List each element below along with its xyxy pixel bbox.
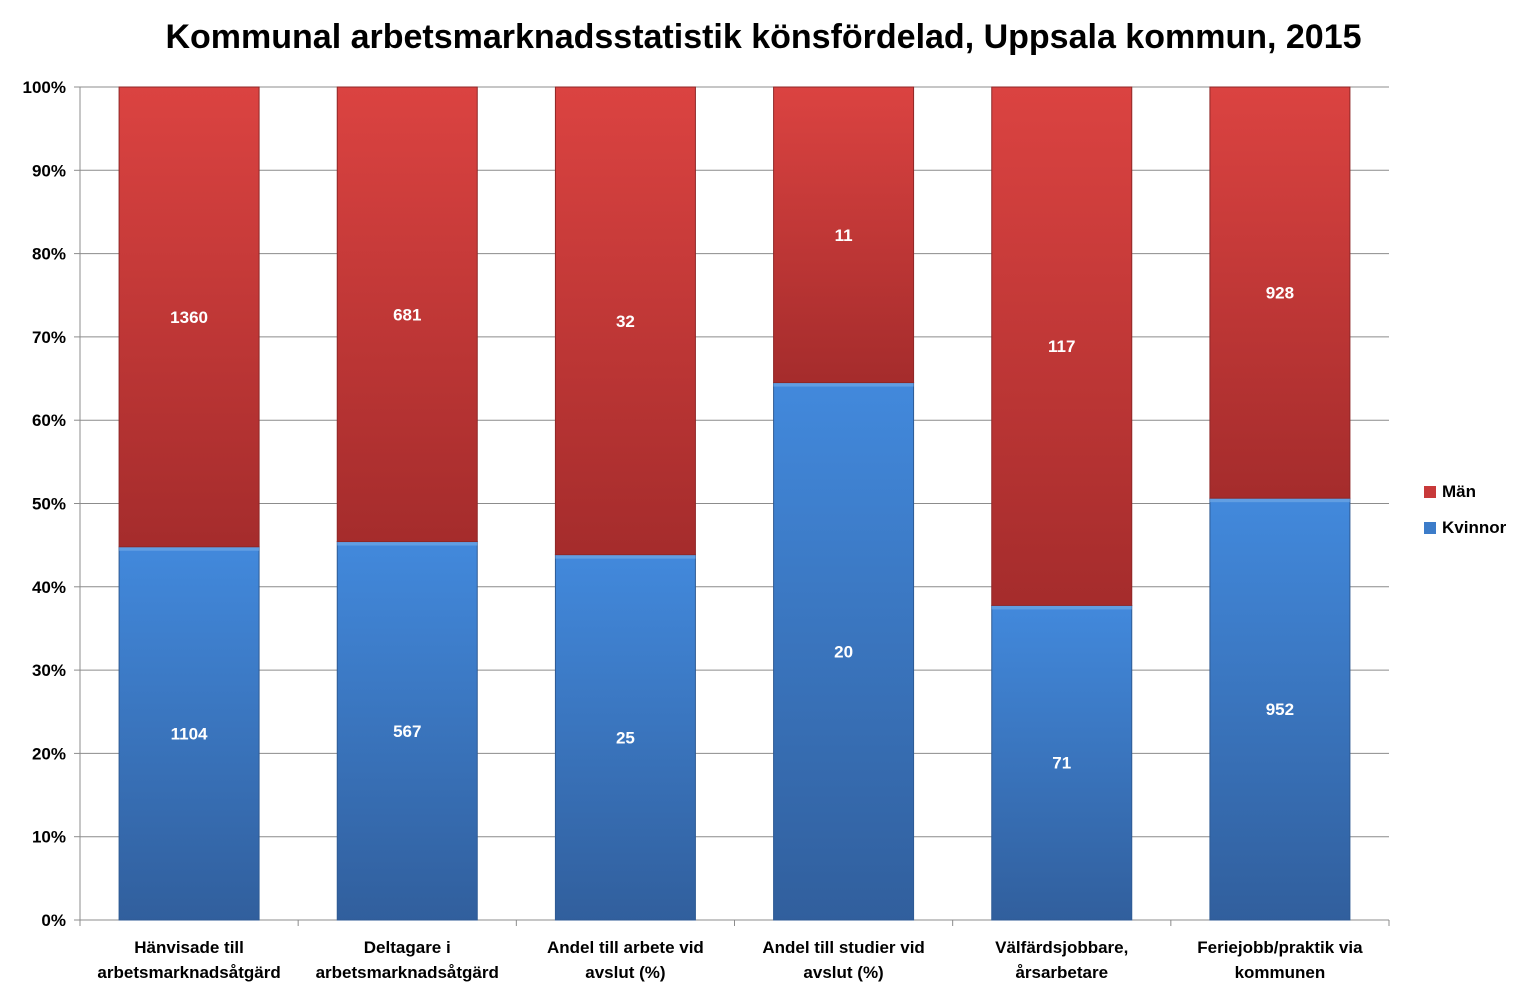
x-category-label: avslut (%) <box>803 963 883 982</box>
bar-kvinnor <box>1209 497 1351 921</box>
x-category-label: årsarbetare <box>1015 963 1108 982</box>
y-tick-label: 90% <box>32 161 66 180</box>
data-label-man: 1360 <box>170 308 208 327</box>
x-category-label: Feriejobb/praktik via <box>1197 938 1363 957</box>
legend-swatch-man <box>1424 486 1436 498</box>
bar-man <box>991 86 1133 606</box>
data-label-kvinnor: 25 <box>616 728 635 747</box>
x-category-label: avslut (%) <box>585 963 665 982</box>
bar-man <box>773 86 915 384</box>
bar-kvinnor-highlight <box>1209 498 1350 503</box>
bar-man <box>118 86 260 548</box>
bar-man <box>336 86 478 543</box>
y-tick-label: 0% <box>41 911 66 930</box>
legend: Män Kvinnor <box>1424 474 1506 546</box>
data-label-man: 11 <box>835 226 853 245</box>
bar-kvinnor-highlight <box>337 541 478 546</box>
x-category-label: Andel till studier vid <box>762 938 924 957</box>
y-tick-label: 50% <box>32 495 66 514</box>
data-label-kvinnor: 952 <box>1266 700 1294 719</box>
data-label-kvinnor: 567 <box>393 722 421 741</box>
y-tick-label: 100% <box>23 78 66 97</box>
legend-item-kvinnor: Kvinnor <box>1424 510 1506 546</box>
x-category-label: Hänvisade till <box>134 938 244 957</box>
y-tick-label: 80% <box>32 245 66 264</box>
x-category-label: Andel till arbete vid <box>547 938 704 957</box>
legend-item-man: Män <box>1424 474 1506 510</box>
bar-kvinnor <box>118 546 260 921</box>
bars <box>118 86 1351 921</box>
bar-kvinnor-highlight <box>991 605 1132 610</box>
data-label-man: 928 <box>1266 284 1294 303</box>
gridlines <box>80 86 1389 921</box>
data-label-kvinnor: 20 <box>834 642 853 661</box>
chart-title: Kommunal arbetsmarknadsstatistik könsför… <box>165 18 1362 56</box>
bar-kvinnor <box>773 382 915 921</box>
data-label-man: 32 <box>616 312 635 331</box>
data-label-man: 117 <box>1048 337 1075 356</box>
data-label-kvinnor: 71 <box>1052 754 1071 773</box>
legend-swatch-kvinnor <box>1424 522 1436 534</box>
bar-kvinnor <box>554 554 696 921</box>
data-label-kvinnor: 1104 <box>171 724 208 743</box>
y-tick-label: 10% <box>32 828 66 847</box>
labels: 1104 1360 Hänvisade till arbetsmarknadsåtgä… <box>97 226 1363 982</box>
y-tick-label: 30% <box>32 661 66 680</box>
legend-label-man: Män <box>1442 482 1476 501</box>
x-category-label: arbetsmarknadsåtgärd <box>97 963 280 982</box>
bar-man <box>554 86 696 556</box>
y-tick-label: 40% <box>32 578 66 597</box>
x-category-label: kommunen <box>1235 963 1326 982</box>
bar-kvinnor <box>336 541 478 921</box>
y-tick-label: 20% <box>32 744 66 763</box>
x-category-label: Deltagare i <box>364 938 451 957</box>
bar-kvinnor-highlight <box>773 382 914 387</box>
bar-man <box>1209 86 1351 499</box>
legend-label-kvinnor: Kvinnor <box>1442 518 1507 537</box>
y-tick-label: 70% <box>32 328 66 347</box>
x-category-label: arbetsmarknadsåtgärd <box>316 963 499 982</box>
bar-kvinnor <box>991 604 1133 921</box>
y-tick-label: 60% <box>32 411 66 430</box>
x-category-label: Välfärdsjobbare, <box>995 938 1128 957</box>
axes: 0% 10% 20% 30% 40% 50% 60% 70% 80% 90% 100% <box>23 78 1390 930</box>
bar-kvinnor-highlight <box>119 546 260 551</box>
data-label-man: 681 <box>393 305 421 324</box>
bar-kvinnor-highlight <box>555 554 696 559</box>
